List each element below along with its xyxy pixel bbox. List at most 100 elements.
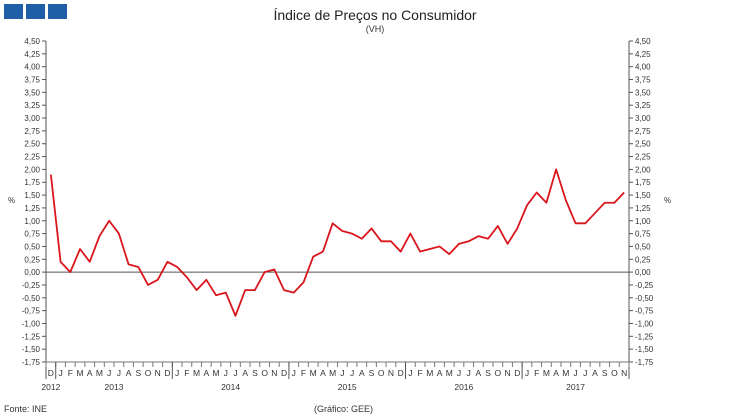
x-month-label: M: [76, 368, 83, 378]
x-month-label: A: [126, 368, 132, 378]
y-tick-label-right: -1,50: [635, 345, 654, 354]
y-tick-label-left: -1,50: [22, 345, 41, 354]
x-month-label: J: [340, 368, 344, 378]
y-tick-label-right: 2,25: [635, 153, 651, 162]
x-month-label: J: [58, 368, 62, 378]
y-tick-label-right: 0,25: [635, 255, 651, 264]
x-month-label: J: [175, 368, 179, 378]
x-month-label: O: [495, 368, 502, 378]
x-month-label: J: [233, 368, 237, 378]
y-tick-label-right: 0,50: [635, 242, 651, 251]
y-tick-label-left: 4,00: [24, 63, 40, 72]
y-tick-label-right: 2,75: [635, 127, 651, 136]
y-tick-label-left: 1,75: [24, 178, 40, 187]
x-month-label: N: [271, 368, 277, 378]
x-month-label: M: [96, 368, 103, 378]
y-tick-label-right: -0,50: [635, 294, 654, 303]
y-tick-label-right: 4,25: [635, 50, 651, 59]
x-month-label: S: [252, 368, 258, 378]
x-month-label: O: [611, 368, 618, 378]
x-month-label: J: [457, 368, 461, 378]
x-month-label: M: [446, 368, 453, 378]
y-tick-label-left: 1,25: [24, 204, 40, 213]
x-month-label: O: [145, 368, 152, 378]
y-tick-label-left: 3,00: [24, 114, 40, 123]
x-month-label: D: [398, 368, 404, 378]
chart-title: Índice de Preços no Consumidor: [273, 7, 477, 23]
x-month-label: D: [48, 368, 54, 378]
x-month-label: F: [301, 368, 306, 378]
y-tick-label-right: 2,50: [635, 140, 651, 149]
x-month-label: N: [504, 368, 510, 378]
y-tick-label-right: 3,25: [635, 101, 651, 110]
logo-block-3: [48, 4, 67, 19]
y-tick-label-left: 0,00: [24, 268, 40, 277]
y-tick-label-right: 0,00: [635, 268, 651, 277]
x-month-label: A: [87, 368, 93, 378]
x-month-label: S: [485, 368, 491, 378]
series-line-ipc: [49, 168, 625, 317]
y-tick-label-left: 3,50: [24, 88, 40, 97]
y-tick-label-right: -1,00: [635, 319, 654, 328]
y-tick-label-left: -0,75: [22, 307, 41, 316]
x-month-label: F: [68, 368, 73, 378]
source-note: Fonte: INE: [4, 404, 48, 414]
x-month-label: A: [592, 368, 598, 378]
x-month-label: O: [378, 368, 385, 378]
x-month-label: N: [621, 368, 627, 378]
y-tick-label-left: -0,25: [22, 281, 41, 290]
x-month-label: N: [388, 368, 394, 378]
x-month-label: M: [193, 368, 200, 378]
y-tick-label-right: 4,50: [635, 37, 651, 46]
x-month-label: J: [583, 368, 587, 378]
x-month-label: M: [329, 368, 336, 378]
x-month-label: D: [281, 368, 287, 378]
x-month-label: N: [155, 368, 161, 378]
x-month-label: A: [320, 368, 326, 378]
logo-block-2: [26, 4, 45, 19]
y-tick-label-left: 3,25: [24, 101, 40, 110]
x-month-label: M: [426, 368, 433, 378]
y-tick-label-right: -0,25: [635, 281, 654, 290]
x-month-label: J: [467, 368, 471, 378]
x-year-label: 2017: [566, 382, 585, 392]
chart-subtitle: (VH): [365, 24, 385, 34]
logo-block-1: [4, 4, 23, 19]
y-tick-label-right: 1,50: [635, 191, 651, 200]
x-month-label: O: [261, 368, 268, 378]
y-tick-label-left: -1,00: [22, 319, 41, 328]
y-tick-label-left: 4,50: [24, 37, 40, 46]
x-month-label: J: [117, 368, 121, 378]
x-month-label: D: [164, 368, 170, 378]
chart-credit: (Gráfico: GEE): [314, 404, 374, 414]
x-month-label: J: [350, 368, 354, 378]
y-tick-label-left: 0,25: [24, 255, 40, 264]
y-tick-label-right: -1,25: [635, 332, 654, 341]
x-month-label: M: [562, 368, 569, 378]
y-tick-label-right: 0,75: [635, 230, 651, 239]
x-month-label: J: [107, 368, 111, 378]
x-month-label: F: [534, 368, 539, 378]
x-year-label: 2013: [105, 382, 124, 392]
y-tick-label-left: 1,00: [24, 217, 40, 226]
x-month-label: S: [369, 368, 375, 378]
x-month-label: S: [135, 368, 141, 378]
y-tick-label-right: 1,75: [635, 178, 651, 187]
x-year-label: 2014: [221, 382, 240, 392]
x-year-label: 2012: [41, 382, 60, 392]
x-year-label: 2015: [338, 382, 357, 392]
y-tick-label-left: 4,25: [24, 50, 40, 59]
x-month-label: A: [203, 368, 209, 378]
y-tick-label-right: 1,00: [635, 217, 651, 226]
x-month-label: J: [224, 368, 228, 378]
x-month-label: F: [184, 368, 189, 378]
y-tick-label-left: 0,75: [24, 230, 40, 239]
x-month-label: J: [525, 368, 529, 378]
y-tick-label-left: -1,25: [22, 332, 41, 341]
y-tick-label-right: -0,75: [635, 307, 654, 316]
y-tick-label-left: -0,50: [22, 294, 41, 303]
x-month-label: A: [242, 368, 248, 378]
y-tick-label-right: 1,25: [635, 204, 651, 213]
y-tick-label-left: 2,75: [24, 127, 40, 136]
x-month-label: S: [602, 368, 608, 378]
